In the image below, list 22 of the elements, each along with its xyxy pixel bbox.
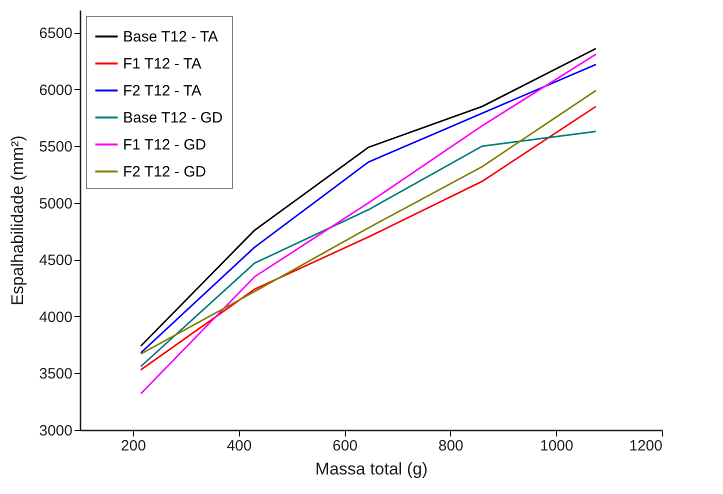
y-tick-label: 5500 [39, 138, 72, 156]
x-tick-label: 400 [226, 438, 252, 454]
y-axis-title: Espalhabilidade (mm²) [8, 135, 28, 306]
legend-label: Base T12 - TA [123, 28, 218, 46]
x-tick-label: 1200 [629, 438, 662, 454]
x-tick-label: 200 [120, 438, 146, 454]
legend-label: Base T12 - GD [123, 110, 223, 126]
y-tick-label: 4500 [39, 252, 72, 270]
legend-label: F2 T12 - TA [123, 82, 202, 100]
legend-label: F1 T12 - TA [123, 56, 202, 72]
y-tick-label: 3000 [39, 422, 72, 440]
legend-label: F2 T12 - GD [123, 164, 206, 180]
x-axis-title: Massa total (g) [315, 460, 428, 478]
x-tick-label: 800 [438, 438, 464, 454]
y-tick-label: 6500 [39, 25, 72, 42]
y-tick-label: 5000 [39, 195, 72, 212]
y-tick-label: 3500 [39, 366, 72, 383]
x-tick-label: 600 [332, 438, 358, 454]
y-tick-label: 4000 [39, 308, 72, 326]
y-tick-label: 6000 [39, 82, 72, 99]
legend-label: F1 T12 - GD [123, 136, 206, 154]
x-tick-label: 1000 [540, 438, 574, 454]
